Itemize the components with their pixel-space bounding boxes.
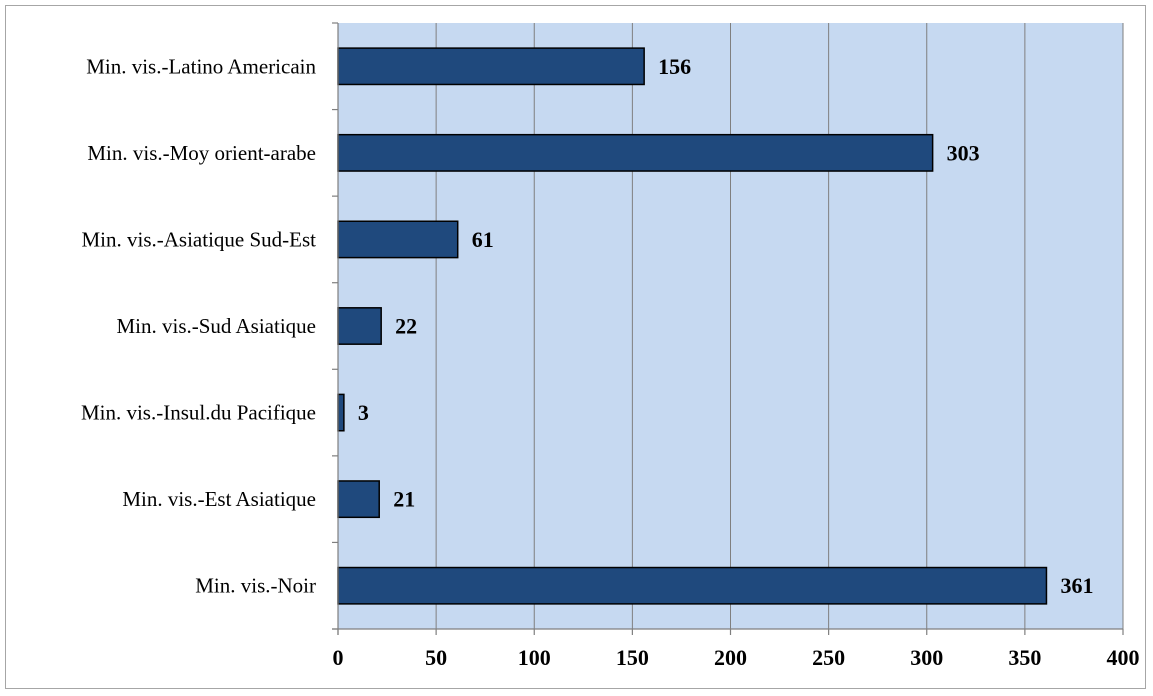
data-labels: 156 303 61 22 3 21 361 bbox=[358, 54, 1094, 598]
bar-5 bbox=[337, 480, 380, 519]
category-labels: Min. vis.-Latino Americain Min. vis.-Moy … bbox=[81, 54, 317, 597]
x-tick-label-0: 0 bbox=[333, 645, 344, 670]
data-label-6: 361 bbox=[1060, 573, 1093, 598]
bar-0 bbox=[337, 47, 645, 86]
x-tick-label-4: 200 bbox=[714, 645, 747, 670]
category-label-4: Min. vis.-Insul.du Pacifique bbox=[81, 401, 316, 425]
bar-6 bbox=[337, 566, 1048, 605]
category-label-3: Min. vis.-Sud Asiatique bbox=[116, 314, 316, 338]
data-label-5: 21 bbox=[393, 487, 415, 512]
category-label-0: Min. vis.-Latino Americain bbox=[86, 54, 316, 78]
data-label-4: 3 bbox=[358, 400, 369, 425]
data-label-1: 303 bbox=[947, 140, 980, 165]
x-tick-labels: 0 50 100 150 200 250 300 350 400 bbox=[333, 645, 1140, 670]
axes bbox=[332, 22, 1124, 635]
x-tick-label-6: 300 bbox=[910, 645, 943, 670]
category-label-2: Min. vis.-Asiatique Sud-Est bbox=[82, 227, 317, 251]
bar-4 bbox=[337, 393, 345, 432]
bar-1 bbox=[337, 133, 934, 172]
x-tick-label-3: 150 bbox=[616, 645, 649, 670]
x-tick-label-5: 250 bbox=[812, 645, 845, 670]
data-label-3: 22 bbox=[395, 314, 417, 339]
bar-3 bbox=[337, 307, 382, 345]
x-tick-label-7: 350 bbox=[1008, 645, 1041, 670]
category-label-6: Min. vis.-Noir bbox=[195, 574, 316, 598]
bar-2 bbox=[337, 220, 459, 259]
x-tick-label-8: 400 bbox=[1107, 645, 1140, 670]
data-label-0: 156 bbox=[658, 54, 691, 79]
x-tick-label-1: 50 bbox=[425, 645, 447, 670]
gridlines bbox=[435, 23, 1124, 629]
x-tick-label-2: 100 bbox=[518, 645, 551, 670]
category-label-5: Min. vis.-Est Asiatique bbox=[122, 487, 316, 511]
category-label-1: Min. vis.-Moy orient-arabe bbox=[87, 141, 316, 165]
data-label-2: 61 bbox=[472, 227, 494, 252]
